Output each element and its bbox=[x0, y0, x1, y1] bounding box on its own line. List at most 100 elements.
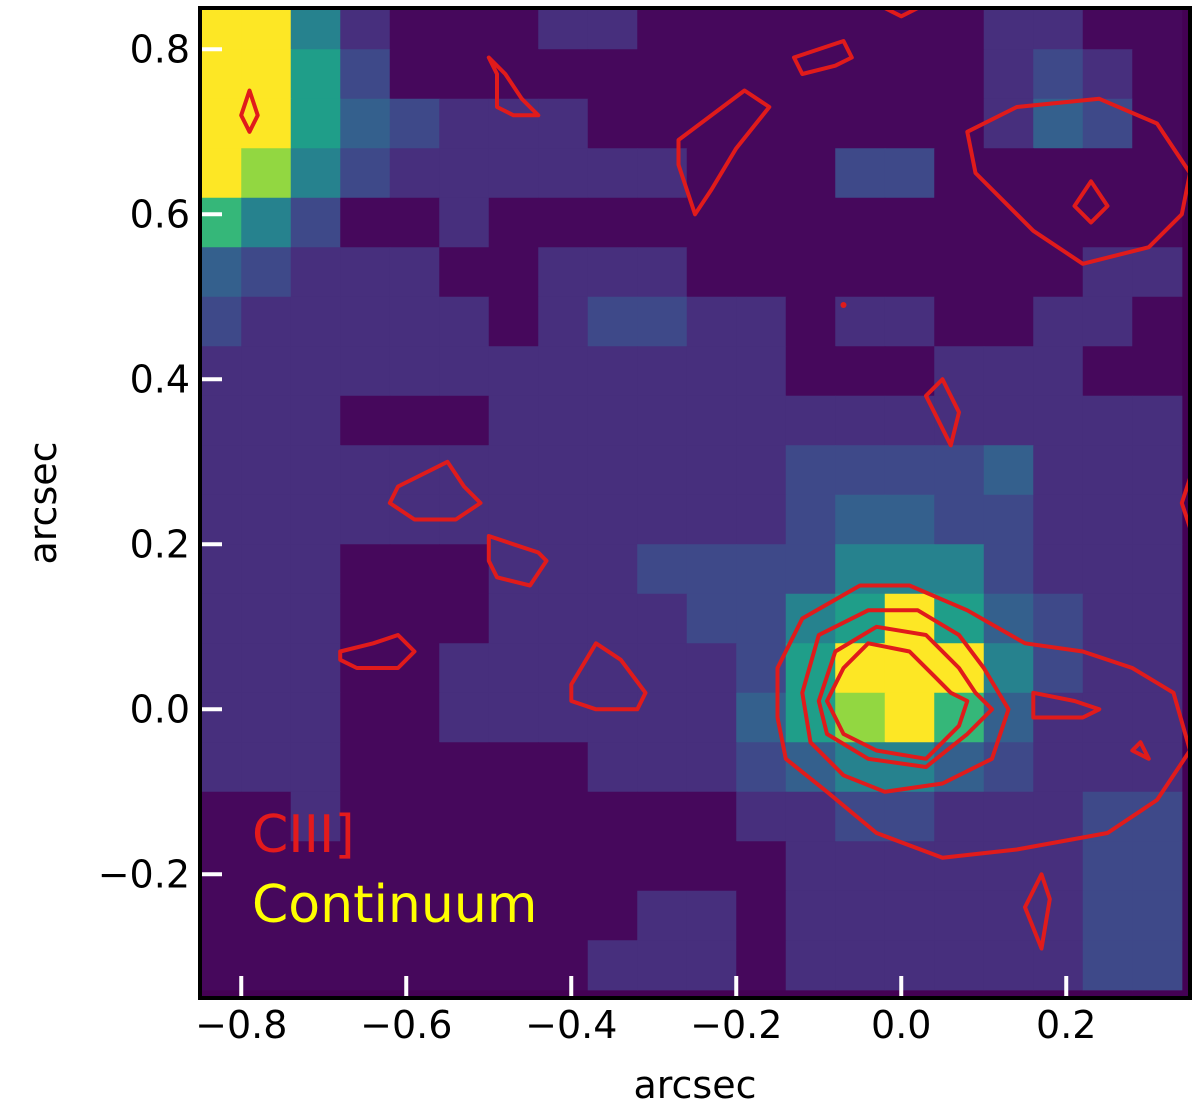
heatmap-cell bbox=[1132, 643, 1183, 694]
heatmap-cell bbox=[835, 197, 886, 248]
contour-line bbox=[676, 88, 772, 217]
heatmap-cell bbox=[736, 791, 787, 842]
heatmap-cell bbox=[200, 940, 242, 991]
heatmap-cell bbox=[488, 692, 539, 743]
heatmap-cell bbox=[488, 940, 539, 991]
heatmap-cell bbox=[488, 8, 539, 50]
heatmap-cell bbox=[587, 544, 638, 595]
heatmap-cell bbox=[488, 346, 539, 397]
heatmap-cell bbox=[200, 49, 242, 100]
heatmap-cell bbox=[587, 791, 638, 842]
heatmap-cell bbox=[241, 445, 292, 496]
heatmap-cell bbox=[686, 494, 737, 545]
heatmap-cell bbox=[785, 940, 836, 991]
heatmap-cell bbox=[686, 791, 737, 842]
heatmap-cell bbox=[785, 544, 836, 595]
heatmap-cell bbox=[637, 197, 688, 248]
heatmap-cell bbox=[340, 445, 391, 496]
heatmap-cell bbox=[241, 940, 292, 991]
heatmap-cell bbox=[389, 346, 440, 397]
contour-line bbox=[825, 641, 970, 761]
heatmap-cell bbox=[290, 494, 341, 545]
heatmap-cell bbox=[637, 346, 688, 397]
heatmap-cell bbox=[587, 890, 638, 941]
heatmap-cell bbox=[241, 643, 292, 694]
heatmap-cell bbox=[686, 197, 737, 248]
contour-line bbox=[1179, 476, 1190, 530]
heatmap-cell bbox=[290, 742, 341, 793]
heatmap-cell bbox=[1082, 940, 1133, 991]
heatmap-cell bbox=[241, 742, 292, 793]
heatmap-cell bbox=[1033, 890, 1084, 941]
contour-line bbox=[816, 624, 994, 769]
heatmap-cell bbox=[538, 544, 589, 595]
heatmap-cell bbox=[439, 197, 490, 248]
heatmap-cell bbox=[736, 445, 787, 496]
heatmap-cell bbox=[686, 940, 737, 991]
heatmap-cell bbox=[835, 395, 886, 446]
heatmap-cell bbox=[736, 346, 787, 397]
heatmap-cell bbox=[637, 395, 688, 446]
heatmap-cell bbox=[835, 841, 886, 892]
heatmap-cell bbox=[1033, 49, 1084, 100]
contour-line bbox=[965, 96, 1190, 266]
heatmap-cell bbox=[200, 692, 242, 743]
plot-area bbox=[200, 8, 1190, 998]
heatmap-cell bbox=[587, 692, 638, 743]
x-tick-label: −0.8 bbox=[195, 1003, 287, 1047]
heatmap-cell bbox=[1082, 742, 1133, 793]
heatmap-cell bbox=[785, 148, 836, 199]
heatmap-cell bbox=[637, 544, 688, 595]
heatmap-cell bbox=[340, 395, 391, 446]
heatmap-cell bbox=[290, 247, 341, 298]
heatmap-cell bbox=[290, 346, 341, 397]
heatmap-cell bbox=[200, 593, 242, 644]
heatmap-cell bbox=[538, 445, 589, 496]
heatmap-cell bbox=[983, 49, 1034, 100]
heatmap-cell bbox=[1033, 544, 1084, 595]
heatmap-cell bbox=[1132, 247, 1183, 298]
heatmap-cell bbox=[983, 296, 1034, 347]
heatmap-cell bbox=[587, 593, 638, 644]
heatmap-cell bbox=[1132, 593, 1183, 644]
heatmap-cell bbox=[785, 445, 836, 496]
heatmap-cell bbox=[290, 940, 341, 991]
heatmap-cell bbox=[1082, 890, 1133, 941]
heatmap-cell bbox=[736, 296, 787, 347]
legend-label-ciii: CIII] bbox=[252, 805, 355, 865]
heatmap-cell bbox=[934, 890, 985, 941]
heatmap-cell bbox=[389, 197, 440, 248]
heatmap-cell bbox=[241, 197, 292, 248]
heatmap-cell bbox=[637, 742, 688, 793]
heatmap-cell bbox=[290, 692, 341, 743]
heatmap-cell bbox=[389, 791, 440, 842]
heatmap-cell bbox=[934, 98, 985, 149]
heatmap-cell bbox=[884, 395, 935, 446]
heatmap-cell bbox=[587, 346, 638, 397]
heatmap-cell bbox=[587, 445, 638, 496]
heatmap-cell bbox=[1033, 593, 1084, 644]
heatmap-cell bbox=[983, 643, 1034, 694]
heatmap-cell bbox=[785, 841, 836, 892]
heatmap-cell bbox=[340, 841, 391, 892]
heatmap-cell bbox=[736, 940, 787, 991]
heatmap-cell bbox=[488, 395, 539, 446]
heatmap-cell bbox=[340, 890, 391, 941]
heatmap-cell bbox=[835, 98, 886, 149]
heatmap-cell bbox=[884, 247, 935, 298]
heatmap-cell bbox=[1033, 247, 1084, 298]
heatmap-cell bbox=[340, 296, 391, 347]
heatmap-cell bbox=[488, 494, 539, 545]
heatmap-cell bbox=[241, 890, 292, 941]
heatmap-cell bbox=[785, 247, 836, 298]
heatmap-cell bbox=[686, 395, 737, 446]
heatmap-cell bbox=[983, 346, 1034, 397]
heatmap-cell bbox=[1082, 148, 1133, 199]
heatmap-cell bbox=[1033, 8, 1084, 50]
heatmap-cell bbox=[736, 544, 787, 595]
heatmap-cell bbox=[200, 791, 242, 842]
heatmap-cell bbox=[200, 98, 242, 149]
heatmap-cell bbox=[587, 197, 638, 248]
heatmap-cell bbox=[439, 346, 490, 397]
heatmap-cell bbox=[736, 494, 787, 545]
